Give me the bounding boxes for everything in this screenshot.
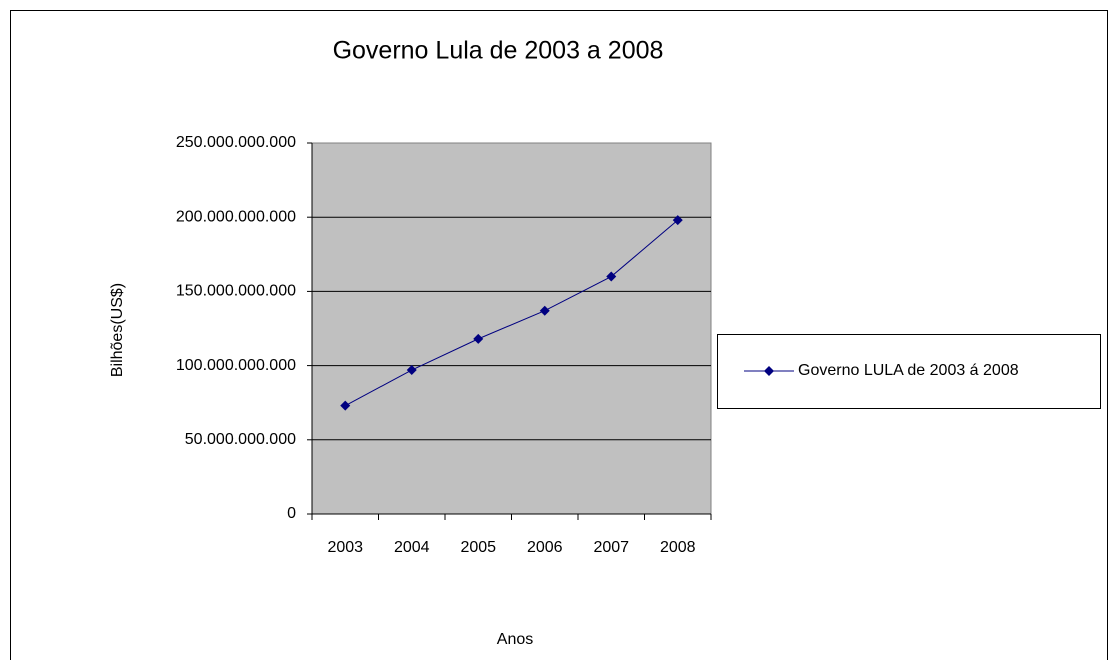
- plot-area: [311, 142, 712, 515]
- legend-marker: [764, 366, 774, 376]
- y-tick-label: 250.000.000.000: [176, 134, 296, 151]
- x-tick-label: 2006: [527, 539, 563, 556]
- y-tick-label: 50.000.000.000: [185, 431, 296, 448]
- legend-label: Governo LULA de 2003 á 2008: [798, 362, 1019, 379]
- marker: [340, 400, 351, 411]
- marker: [672, 215, 683, 226]
- y-tick-label: 100.000.000.000: [176, 357, 296, 374]
- marker: [606, 271, 617, 282]
- series-line: [345, 219, 679, 407]
- y-tick-label: 200.000.000.000: [176, 208, 296, 225]
- marker: [539, 305, 550, 316]
- x-tick-label: 2003: [327, 539, 363, 556]
- x-tick-label: 2005: [460, 539, 496, 556]
- marker: [406, 365, 417, 376]
- x-axis-label: Anos: [497, 631, 533, 648]
- y-tick-label: 0: [287, 505, 296, 522]
- x-tick-label: 2007: [593, 539, 629, 556]
- chart-title: Governo Lula de 2003 a 2008: [333, 37, 664, 65]
- marker: [473, 333, 484, 344]
- y-axis-label: Bilhões(US$): [109, 283, 126, 377]
- x-tick-label: 2004: [394, 539, 430, 556]
- y-tick-label: 150.000.000.000: [176, 283, 296, 300]
- x-tick-label: 2008: [660, 539, 696, 556]
